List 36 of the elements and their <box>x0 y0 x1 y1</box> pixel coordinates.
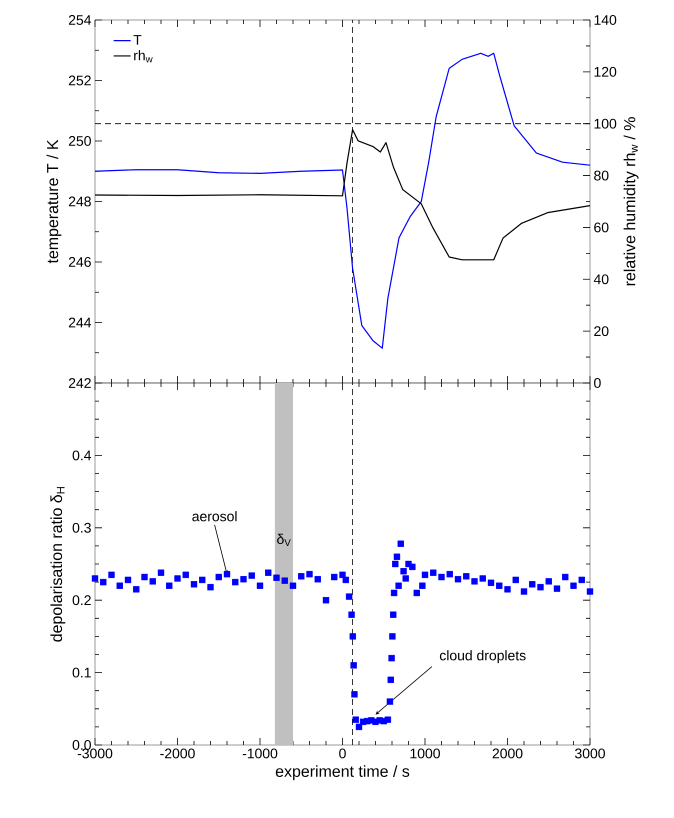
legend-label: rh$_{w}$ <box>134 50 153 62</box>
x-tick-label: -3000 <box>78 748 112 758</box>
x-tick-label: 0 <box>339 748 346 758</box>
x-axis-title: experiment time / s <box>276 765 410 780</box>
x-tick-label: -1000 <box>242 748 278 758</box>
y-tick-label: 252 <box>68 76 91 86</box>
y-axis-title: depolarisation ratio δ$_{H}$ <box>50 487 66 642</box>
x-tick-label: 2000 <box>492 748 522 758</box>
y2-tick-label: 120 <box>594 66 616 77</box>
annotation: cloud droplets <box>440 650 526 664</box>
y-tick-label: 0.2 <box>72 595 91 606</box>
annotation: aerosol <box>192 511 237 522</box>
y2-tick-label: 0 <box>594 378 601 388</box>
y-tick-label: 254 <box>68 15 92 25</box>
y-tick-label: 244 <box>68 318 92 328</box>
legend-label: T <box>134 35 142 45</box>
y-tick-label: 250 <box>68 136 91 146</box>
x-tick-label: -2000 <box>160 748 195 758</box>
y2-tick-label: 100 <box>594 118 616 129</box>
y2-axis-title: relative humidity rh$_{w}$ / % <box>624 117 638 286</box>
y-axis-title: temperature T / K <box>46 140 62 264</box>
x-tick-label: 1000 <box>410 748 440 758</box>
y-tick-label: 248 <box>68 196 91 206</box>
y-tick-label: 246 <box>68 257 91 267</box>
y2-tick-label: 20 <box>594 326 608 336</box>
y-tick-label: 0.4 <box>72 450 92 460</box>
band-label: δ$_{V}$ <box>277 534 291 546</box>
y2-tick-label: 80 <box>594 170 608 181</box>
y2-tick-label: 40 <box>594 274 608 284</box>
y-tick-label: 0.1 <box>72 668 91 678</box>
x-tick-label: 3000 <box>575 748 605 758</box>
y2-tick-label: 60 <box>594 222 608 232</box>
y2-tick-label: 140 <box>594 15 616 25</box>
y-tick-label: 0.0 <box>72 740 91 750</box>
y-tick-label: 242 <box>68 378 91 388</box>
y-tick-label: 0.3 <box>72 522 91 533</box>
